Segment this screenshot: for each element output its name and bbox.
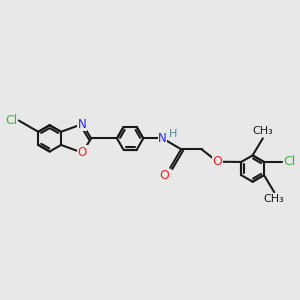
Text: O: O <box>159 169 169 182</box>
Text: CH₃: CH₃ <box>264 194 285 205</box>
Text: H: H <box>169 129 177 139</box>
Text: CH₃: CH₃ <box>252 126 273 136</box>
Text: N: N <box>78 118 87 130</box>
Text: O: O <box>212 155 222 168</box>
Text: N: N <box>158 132 167 145</box>
Text: Cl: Cl <box>284 155 296 169</box>
Text: O: O <box>78 146 87 159</box>
Text: Cl: Cl <box>5 114 17 127</box>
